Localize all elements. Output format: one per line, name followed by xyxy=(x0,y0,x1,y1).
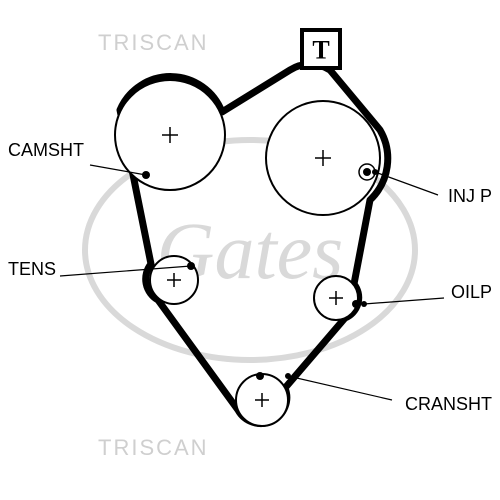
label-oilp: OILP xyxy=(361,282,492,307)
label-text-oilp: OILP xyxy=(451,282,492,302)
tension-marker-letter: T xyxy=(312,36,329,65)
belt-routing-diagram: GatesTRISCANTRISCANCAMSHTTENSINJ POILPCR… xyxy=(0,0,500,500)
triscan-watermark: TRISCAN xyxy=(98,30,209,55)
label-text-tens: TENS xyxy=(8,259,56,279)
pulley-injp xyxy=(266,101,380,215)
tension-marker: T xyxy=(302,30,340,68)
label-text-cranksht: CRANSHT xyxy=(405,394,492,414)
label-text-camsht: CAMSHT xyxy=(8,140,84,160)
label-cranksht: CRANSHT xyxy=(285,373,492,414)
pulley-cranksht xyxy=(236,372,288,426)
label-text-injp: INJ P xyxy=(448,186,492,206)
pulley-camshaft xyxy=(115,80,225,190)
triscan-watermark: TRISCAN xyxy=(98,435,209,460)
